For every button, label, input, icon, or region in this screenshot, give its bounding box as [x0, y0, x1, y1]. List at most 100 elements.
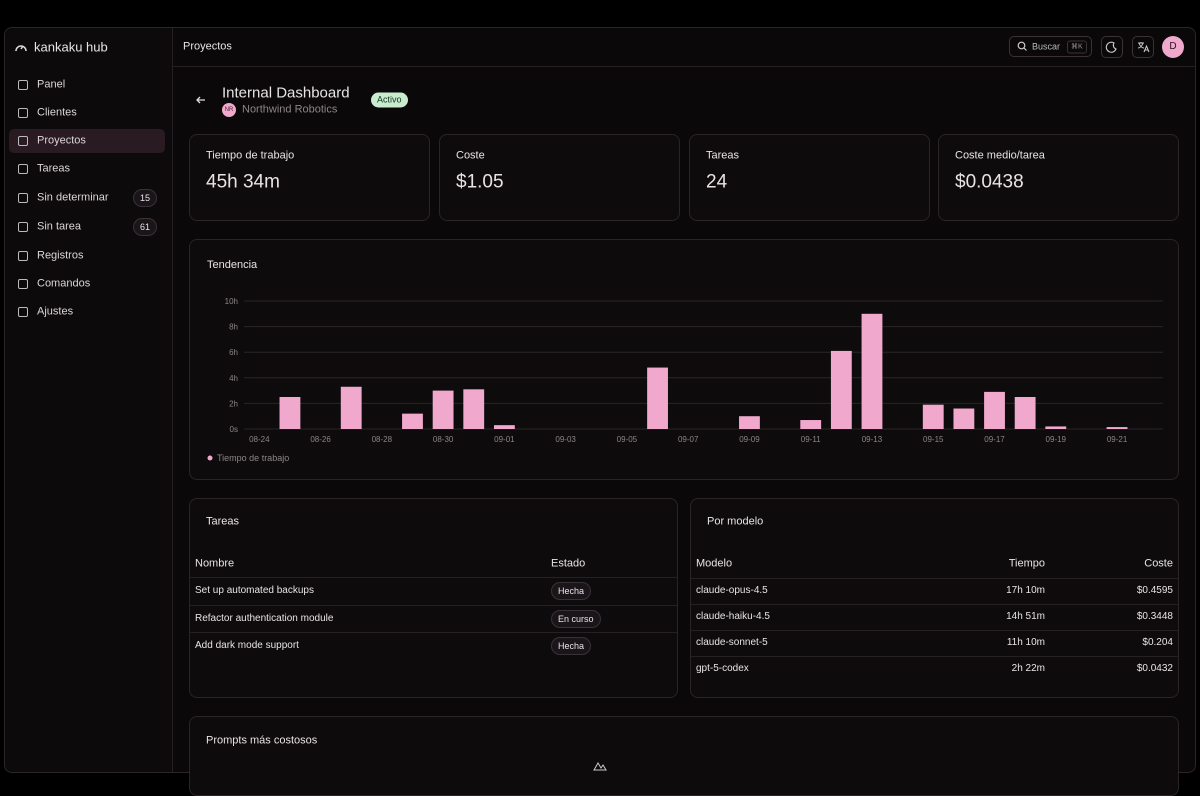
models-card	[690, 498, 1179, 698]
row-divider	[691, 578, 1178, 579]
nav-icon	[18, 164, 28, 174]
y-tick-label: 2h	[229, 399, 238, 408]
stat-card	[189, 134, 430, 221]
task-name: Set up automated backups	[195, 585, 314, 596]
brand-icon	[15, 45, 27, 52]
nav-icon	[18, 193, 28, 203]
nav-icon	[18, 108, 28, 118]
x-tick-label: 09-21	[1107, 435, 1128, 444]
stat-label: Tiempo de trabajo	[206, 149, 295, 162]
row-divider	[691, 604, 1178, 605]
tasks-title: Tareas	[206, 515, 240, 528]
tasks-card	[189, 498, 678, 698]
task-status: En curso	[551, 610, 601, 628]
row-divider	[691, 656, 1178, 657]
header-divider	[173, 66, 1195, 67]
breadcrumb[interactable]: Proyectos	[183, 40, 232, 53]
stat-card	[439, 134, 680, 221]
chart-title: Tendencia	[207, 259, 258, 271]
model-time: 14h 51m	[1006, 611, 1045, 622]
page: kankaku hub Proyectos Buscar ⌘K D Intern…	[4, 27, 1196, 796]
model-time: 17h 10m	[1006, 585, 1045, 596]
nav-icon	[18, 251, 28, 261]
search-button[interactable]	[1009, 36, 1092, 57]
row-divider	[190, 632, 677, 633]
nav-item[interactable]: Comandos	[37, 277, 91, 290]
stat-value: 45h 34m	[206, 171, 280, 193]
theme-button[interactable]	[1101, 36, 1123, 58]
bar	[647, 367, 668, 429]
client-avatar: NR	[222, 103, 236, 117]
nav-item[interactable]: Ajustes	[37, 305, 74, 318]
row-divider	[190, 605, 677, 606]
bar	[279, 397, 301, 429]
moon-icon	[1105, 41, 1117, 53]
prompts-card	[189, 716, 1179, 796]
bar	[861, 313, 883, 429]
chart: Tendencia 0s 2h 4h 6h 8h 10h 08-24 08-26 08-28 08-…	[207, 259, 1163, 463]
y-tick-label: 4h	[229, 374, 238, 383]
column-header: Coste	[1144, 557, 1173, 570]
trend-card: Tendencia 0s 2h 4h 6h 8h 10h 08-24 08-26 08-28 08-…	[189, 239, 1179, 480]
y-tick-label: 10h	[225, 297, 238, 306]
bar	[1045, 426, 1067, 429]
x-tick-label: 09-13	[862, 435, 883, 444]
nav-badge: 61	[132, 218, 157, 236]
model-name: claude-sonnet-5	[696, 637, 768, 648]
task-status: Hecha	[551, 637, 592, 655]
row-divider	[691, 630, 1178, 631]
bar	[800, 420, 822, 429]
bar	[1014, 397, 1036, 429]
stat-value: $1.05	[456, 171, 504, 193]
bar	[340, 386, 362, 429]
prompts-title: Prompts más costosos	[206, 734, 318, 747]
language-button[interactable]	[1132, 36, 1154, 58]
nav-item[interactable]: Sin tarea	[37, 220, 82, 233]
avatar[interactable]: D	[1162, 36, 1184, 58]
nav-icon	[18, 80, 28, 90]
model-cost: $0.204	[1142, 637, 1173, 648]
stat-card	[938, 134, 1179, 221]
nav-item[interactable]: Proyectos	[37, 134, 86, 147]
x-tick-label: 08-28	[372, 435, 393, 444]
nav-item[interactable]: Panel	[37, 78, 66, 91]
scroll-indicator	[593, 762, 607, 771]
stat-card	[689, 134, 930, 221]
bar	[830, 350, 852, 429]
stat-label: Tareas	[706, 149, 740, 162]
x-tick-label: 09-09	[739, 435, 760, 444]
task-name: Add dark mode support	[195, 640, 299, 651]
stat-label: Coste medio/tarea	[955, 149, 1045, 162]
bar	[463, 389, 485, 429]
bar	[1106, 427, 1128, 429]
shortcut: ⌘K	[1067, 40, 1087, 54]
back-arrow[interactable]	[195, 95, 207, 105]
task-name: Refactor authentication module	[195, 613, 334, 624]
legend-swatch	[207, 455, 213, 461]
model-time: 11h 10m	[1006, 637, 1045, 648]
nav-icon	[18, 222, 28, 232]
model-cost: $0.3448	[1136, 611, 1173, 622]
nav-item[interactable]: Tareas	[37, 162, 71, 175]
x-tick-label: 09-11	[801, 435, 821, 444]
x-tick-label: 09-03	[555, 435, 576, 444]
model-name: gpt-5-codex	[696, 663, 749, 674]
x-tick-label: 08-26	[310, 435, 331, 444]
stat-value: $0.0438	[955, 171, 1024, 193]
model-cost: $0.0432	[1136, 663, 1173, 674]
x-tick-label: 09-01	[494, 435, 515, 444]
column-header: Tiempo	[1008, 557, 1045, 570]
nav-icon	[18, 136, 28, 146]
column-header: Estado	[551, 557, 586, 570]
nav-item[interactable]: Sin determinar	[37, 191, 109, 204]
translate-icon	[1137, 42, 1150, 53]
bar	[739, 416, 760, 429]
brand: kankaku hub	[34, 39, 108, 55]
bar	[953, 408, 975, 429]
nav-active	[9, 129, 165, 153]
bar	[984, 391, 1005, 429]
model-cost: $0.4595	[1136, 585, 1173, 596]
y-tick-label: 0s	[230, 425, 238, 434]
nav-item[interactable]: Clientes	[37, 106, 77, 119]
nav-item[interactable]: Registros	[37, 249, 84, 262]
